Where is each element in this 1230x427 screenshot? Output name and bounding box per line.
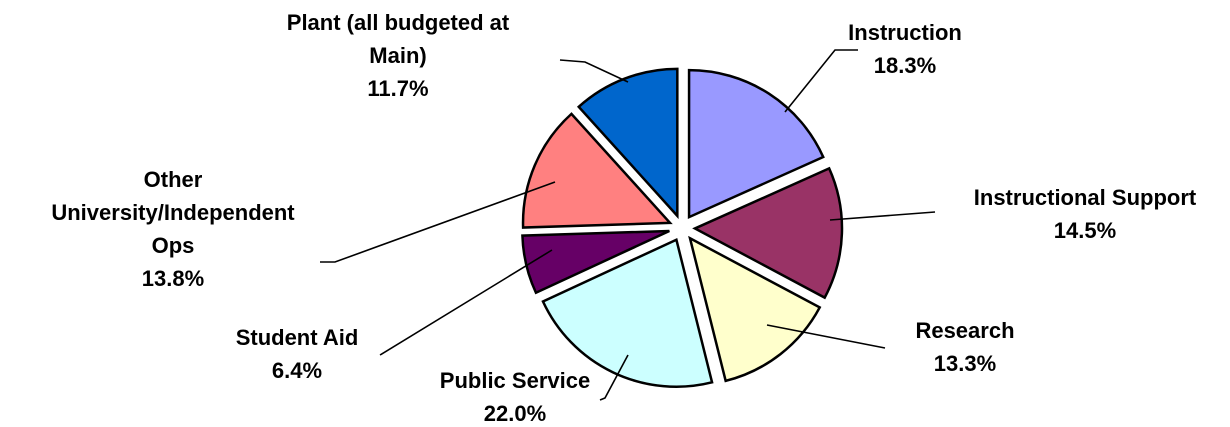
leader-line-other-university-independent-ops [320, 181, 556, 263]
slice-label-other-university-independent-ops: Other University/Independent Ops [51, 167, 295, 258]
slice-value-research: 13.3% [934, 351, 996, 376]
pie-slice-instructional-support [692, 166, 844, 300]
pie-slices [521, 67, 844, 388]
slice-label-research: Research [915, 318, 1014, 343]
slice-value-student-aid: 6.4% [272, 358, 322, 383]
slice-label-student-aid: Student Aid [236, 325, 359, 350]
pie-slice-research [688, 235, 822, 383]
slice-value-other-university-independent-ops: 13.8% [142, 266, 204, 291]
leader-line-instruction [784, 49, 858, 113]
slice-labels: Instruction 18.3% Instructional Support 14.… [51, 10, 1197, 426]
slice-value-instructional-support: 14.5% [1054, 218, 1116, 243]
slice-value-instruction: 18.3% [874, 53, 936, 78]
leader-line-public-service [599, 354, 629, 401]
slice-label-instruction: Instruction [848, 20, 962, 45]
leader-line-instructional-support [829, 211, 936, 221]
leader-line-student-aid [379, 249, 553, 356]
leader-lines [320, 49, 936, 401]
pie-slice-other-university-independent-ops [521, 112, 673, 229]
pie-slice-instruction [687, 68, 825, 220]
pie-slice-plant-all-budgeted-at-main [576, 67, 679, 220]
leader-line-plant-all-budgeted-at-main [559, 59, 629, 83]
leader-line-research [766, 324, 886, 349]
slice-label-plant-all-budgeted-at-main: Plant (all budgeted at Main) [287, 10, 510, 68]
slice-label-public-service: Public Service [440, 368, 590, 393]
slice-value-public-service: 22.0% [484, 401, 546, 426]
pie-slice-public-service [541, 237, 714, 388]
slice-label-instructional-support: Instructional Support [974, 185, 1197, 210]
slice-value-plant-all-budgeted-at-main: 11.7% [367, 76, 428, 101]
